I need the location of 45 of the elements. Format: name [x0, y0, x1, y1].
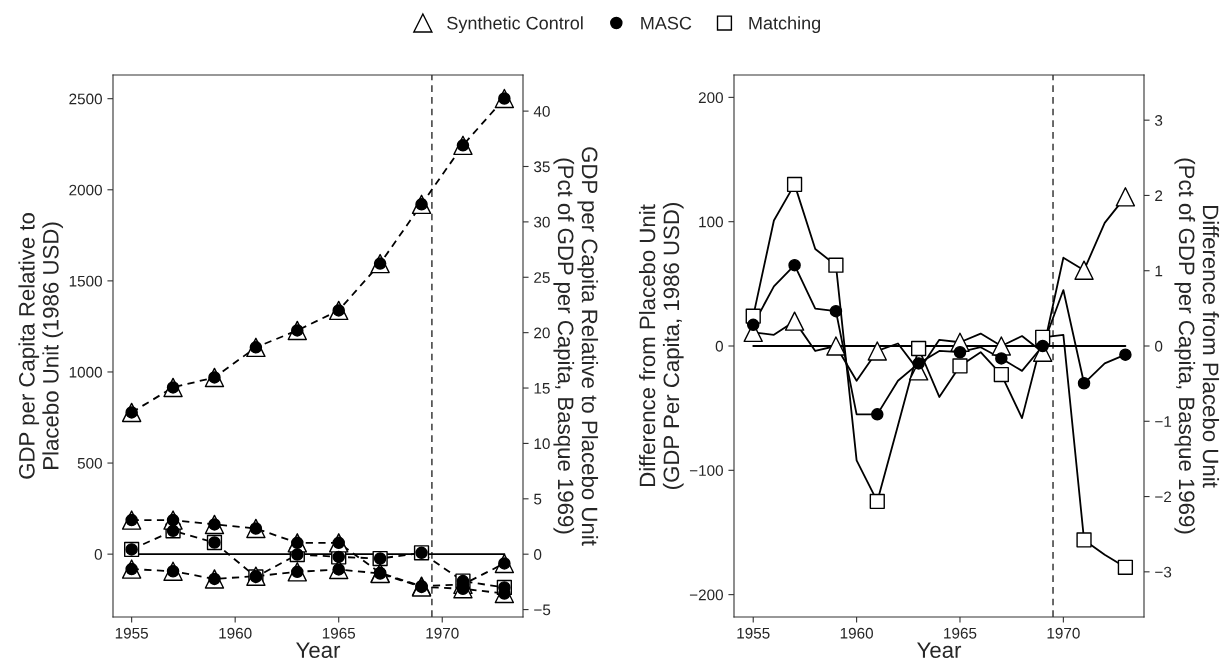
y2-tick-label: 10 — [534, 438, 550, 450]
legend-label: Matching — [749, 16, 821, 34]
y-tick-label: 200 — [698, 92, 723, 104]
y2-tick-label: 40 — [533, 105, 550, 117]
x-axis-title: Year — [917, 642, 962, 658]
y2-tick-label: 3 — [1155, 115, 1163, 126]
y2-tick-label: 0 — [534, 549, 542, 560]
y2-axis-title: Difference from Placebo Unit (Pct of GDP per Capita, Basque 1969) — [1174, 158, 1220, 534]
y-tick-label: 2000 — [69, 184, 102, 196]
y2-tick-label: 35 — [534, 161, 550, 173]
y-tick-label: 1000 — [69, 366, 102, 378]
y2-tick-label: 15 — [534, 383, 550, 394]
y-tick-label: 0 — [94, 549, 102, 560]
y2-tick-label: 20 — [534, 327, 550, 339]
y-tick-label: 1500 — [69, 275, 102, 287]
y-tick-label: 500 — [77, 457, 102, 469]
legend-label: MASC — [641, 16, 692, 30]
y2-tick-label: 30 — [534, 216, 550, 228]
x-tick-label: 1955 — [737, 627, 770, 639]
y-tick-label: −200 — [689, 589, 723, 601]
y2-tick-label: 2 — [1155, 190, 1163, 201]
x-tick-label: 1965 — [322, 627, 356, 639]
y2-axis-title: GDP per Capita Relative to Placebo Unit (Pct of GDP per Capita, Basque 1969) — [553, 147, 599, 546]
y2-tick-label: 0 — [1155, 340, 1163, 352]
x-tick-label: 1960 — [840, 627, 873, 639]
y2-tick-label: −3 — [1155, 566, 1172, 578]
y-axis-title: Difference from Placebo Unit (GDP Per Capita, 1986 USD) — [638, 203, 684, 489]
y2-tick-label: −5 — [534, 604, 551, 616]
y-tick-label: 2500 — [69, 93, 102, 105]
legend-label: Synthetic Control — [447, 16, 583, 34]
y-axis-title: GDP per Capita Relative to Placebo Unit (1986 USD) — [18, 213, 64, 479]
y-tick-label: 100 — [699, 216, 723, 228]
y2-tick-label: 5 — [534, 493, 542, 505]
x-tick-label: 1970 — [426, 627, 459, 639]
x-tick-label: 1965 — [944, 627, 977, 639]
x-tick-label: 1955 — [115, 627, 148, 639]
y2-tick-label: 1 — [1155, 265, 1163, 277]
y2-tick-label: −1 — [1155, 416, 1172, 427]
x-tick-label: 1960 — [219, 627, 252, 639]
y2-tick-label: 25 — [534, 272, 550, 283]
x-tick-label: 1970 — [1047, 627, 1080, 639]
x-axis-title: Year — [296, 642, 341, 658]
y2-tick-label: −2 — [1155, 491, 1172, 503]
y-tick-label: −100 — [689, 465, 723, 476]
y-tick-label: 0 — [715, 340, 723, 352]
